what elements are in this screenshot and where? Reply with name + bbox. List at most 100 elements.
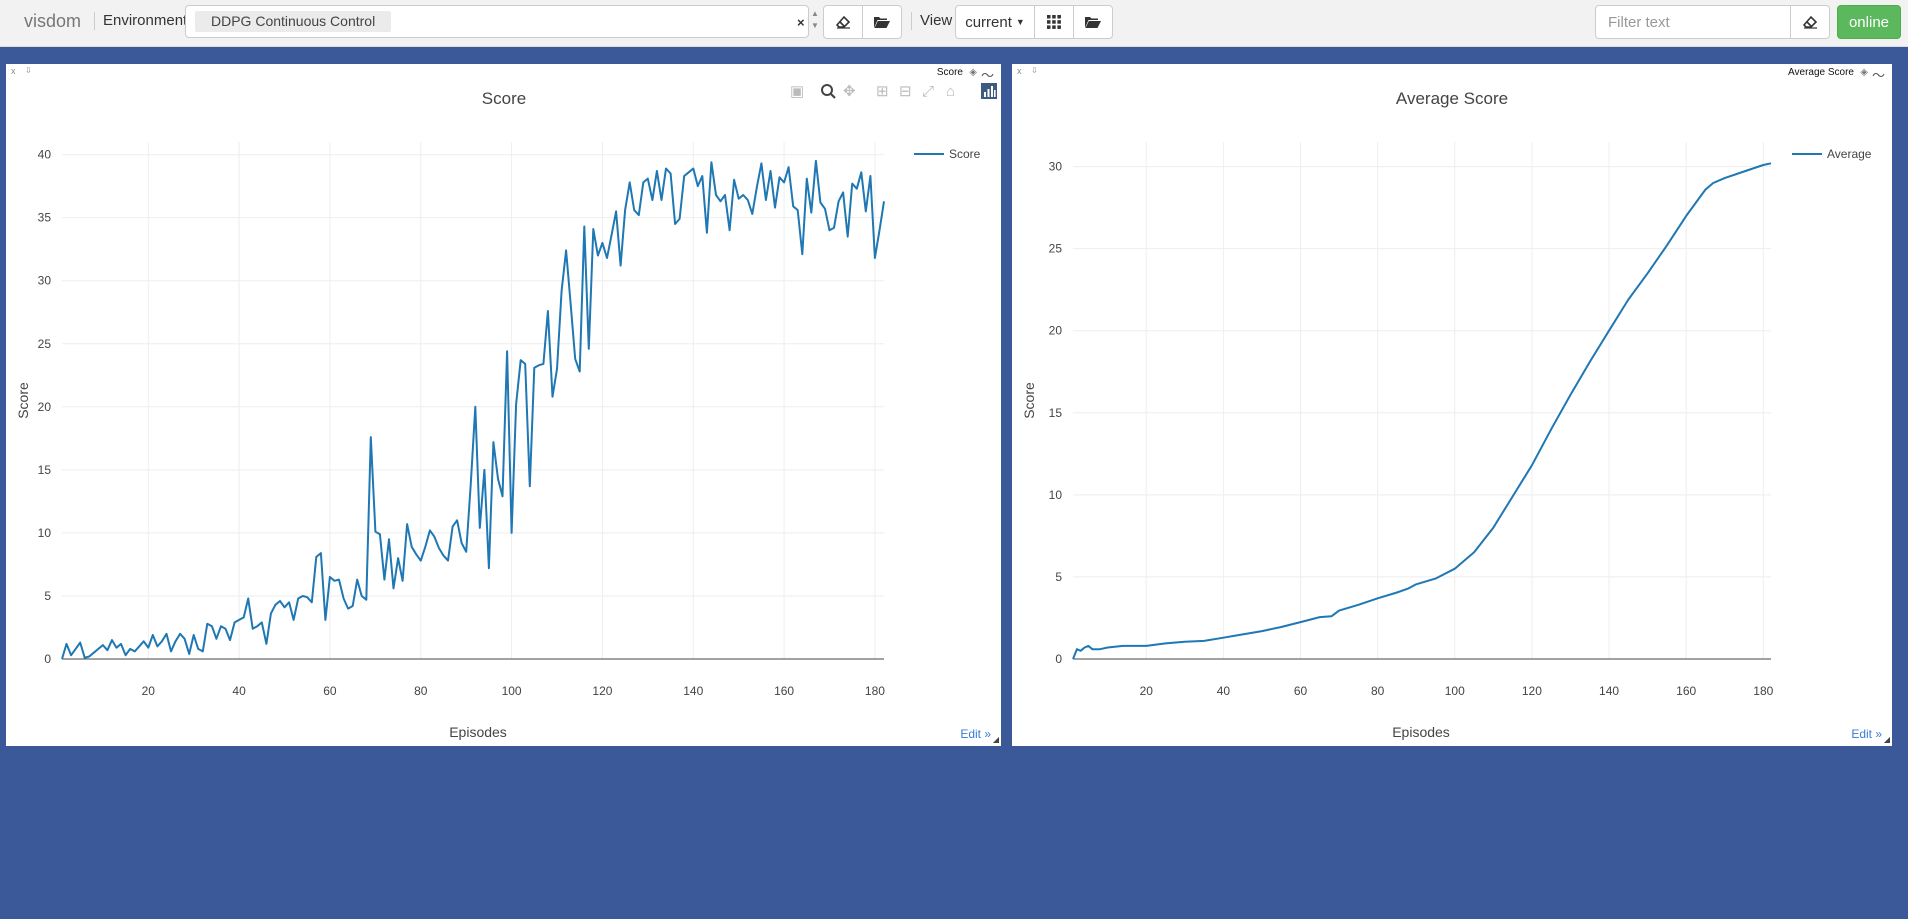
data-point — [130, 648, 131, 649]
data-point — [752, 213, 753, 214]
view-select[interactable]: current ▼ — [955, 5, 1035, 39]
y-tick-label: 25 — [38, 337, 52, 351]
data-point — [870, 175, 871, 176]
data-point — [534, 367, 535, 368]
data-point — [488, 568, 489, 569]
caret-down-icon: ▼ — [1015, 17, 1025, 27]
data-point — [516, 404, 517, 405]
x-axis-label: Episodes — [1392, 724, 1450, 740]
clear-filter-button[interactable] — [1790, 5, 1830, 39]
manage-env-button[interactable] — [862, 5, 902, 39]
data-point — [1628, 299, 1629, 300]
data-point — [729, 230, 730, 231]
legend: Score — [914, 147, 981, 161]
score-pane[interactable]: x ⇩ Score ◈ 〜 ▣ ✥ ⊞ ⊟ ⤢ ⌂ Score 20 40 60 80 1… — [6, 64, 1001, 746]
repack-button[interactable] — [1034, 5, 1074, 39]
data-point — [597, 255, 598, 256]
data-point — [443, 555, 444, 556]
edit-link[interactable]: Edit » — [960, 727, 991, 741]
eraser-icon — [835, 15, 851, 29]
smooth-icon[interactable]: 〜 — [1871, 68, 1885, 83]
x-tick-label: 40 — [1217, 684, 1231, 698]
y-axis-label: Score — [15, 382, 31, 419]
pane-download-icon[interactable]: ⇩ — [25, 66, 32, 75]
data-point — [1396, 592, 1397, 593]
zoom-out-icon[interactable]: ⊟ — [899, 83, 912, 100]
data-point — [239, 619, 240, 620]
tag-icon[interactable]: ◈ — [969, 67, 977, 78]
home-icon[interactable]: ⌂ — [946, 83, 955, 100]
pane-header: x ⇩ Average Score ◈ 〜 — [1012, 64, 1892, 83]
environment-label: Environment — [103, 12, 188, 29]
edit-link[interactable]: Edit » — [1851, 727, 1882, 741]
data-point — [1146, 645, 1147, 646]
zoom-in-icon[interactable]: ⊞ — [876, 83, 889, 100]
resize-handle-icon[interactable]: ◢ — [992, 735, 999, 744]
data-point — [484, 469, 485, 470]
data-point — [797, 209, 798, 210]
data-point — [1551, 429, 1552, 430]
data-point — [625, 209, 626, 210]
x-tick-label: 160 — [774, 684, 794, 698]
data-point — [638, 215, 639, 216]
data-point — [1666, 245, 1667, 246]
filter-input[interactable] — [1595, 5, 1791, 39]
zoom-icon[interactable] — [821, 84, 836, 99]
data-point — [783, 182, 784, 183]
environment-clear-icon[interactable]: × — [797, 15, 805, 30]
data-point — [1705, 189, 1706, 190]
y-tick-label: 40 — [38, 148, 52, 162]
folder-open-icon — [874, 17, 890, 28]
pane-download-icon[interactable]: ⇩ — [1031, 66, 1038, 75]
data-point — [711, 162, 712, 163]
tag-icon[interactable]: ◈ — [1860, 67, 1868, 78]
data-point — [1123, 645, 1124, 646]
data-point — [715, 194, 716, 195]
environment-select[interactable]: DDPG Continuous Control × — [185, 5, 809, 38]
data-point — [1092, 649, 1093, 650]
chart-title: Average Score — [1396, 89, 1508, 108]
data-point — [570, 303, 571, 304]
data-point — [861, 172, 862, 173]
data-point — [734, 179, 735, 180]
data-point — [743, 194, 744, 195]
clear-env-button[interactable] — [823, 5, 863, 39]
resize-handle-icon[interactable]: ◢ — [1883, 735, 1890, 744]
pan-icon[interactable]: ✥ — [843, 83, 856, 100]
folder-open-icon — [1085, 17, 1101, 28]
data-point — [1076, 649, 1077, 650]
environment-spinner-icon[interactable]: ▲ ▼ — [811, 9, 819, 30]
y-tick-label: 0 — [44, 652, 51, 666]
brand-logo[interactable]: visdom — [24, 11, 82, 31]
environment-tag[interactable]: DDPG Continuous Control — [195, 11, 392, 32]
data-point — [288, 602, 289, 603]
data-point — [1473, 552, 1474, 553]
data-point — [852, 183, 853, 184]
smooth-icon[interactable]: 〜 — [980, 68, 994, 83]
data-point — [497, 478, 498, 479]
data-point — [1713, 182, 1714, 183]
data-point — [211, 626, 212, 627]
data-point — [125, 655, 126, 656]
data-point — [393, 588, 394, 589]
average-score-chart[interactable]: Average Score 20 40 60 80 100 120 140 160 180 0 5 10… — [1012, 64, 1892, 746]
data-point — [479, 527, 480, 528]
connection-status-button[interactable]: online — [1837, 5, 1901, 39]
data-point — [75, 648, 76, 649]
x-tick-label: 60 — [323, 684, 337, 698]
data-point — [379, 534, 380, 535]
pane-close-icon[interactable]: x — [11, 66, 16, 76]
autoscale-icon[interactable]: ⤢ — [922, 83, 935, 100]
data-point — [1165, 643, 1166, 644]
manage-views-button[interactable] — [1073, 5, 1113, 39]
legend: Average — [1792, 147, 1872, 161]
data-point — [266, 643, 267, 644]
camera-icon[interactable]: ▣ — [790, 83, 804, 100]
y-tick-label: 15 — [38, 463, 52, 477]
pane-close-icon[interactable]: x — [1017, 66, 1022, 76]
data-point — [843, 192, 844, 193]
plotly-logo-icon[interactable] — [981, 83, 997, 99]
average-score-pane[interactable]: x ⇩ Average Score ◈ 〜 Average Score 20 40 6… — [1012, 64, 1892, 746]
view-label: View — [920, 12, 953, 29]
